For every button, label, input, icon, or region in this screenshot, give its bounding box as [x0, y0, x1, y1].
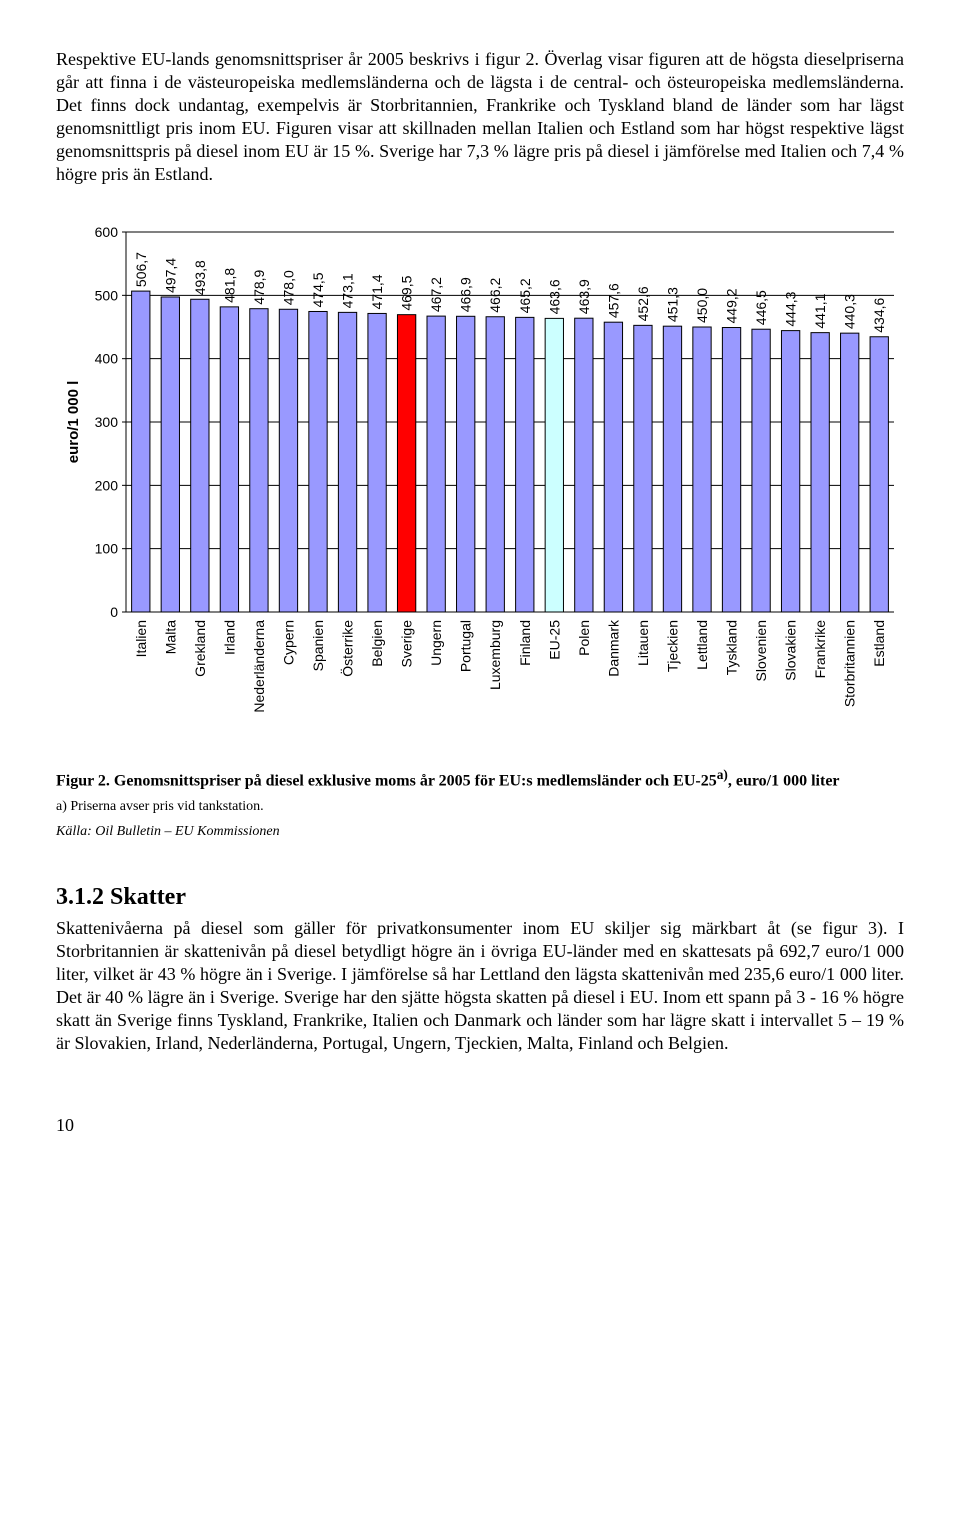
svg-text:463,6: 463,6	[546, 279, 562, 314]
figure-caption: Figur 2. Genomsnittspriser på diesel exk…	[56, 766, 904, 792]
svg-text:478,0: 478,0	[280, 270, 296, 305]
svg-text:Lettland: Lettland	[694, 620, 710, 670]
svg-text:434,6: 434,6	[871, 298, 887, 333]
svg-text:euro/1 000 l: euro/1 000 l	[65, 381, 82, 464]
svg-text:Grekland: Grekland	[192, 620, 208, 677]
svg-text:466,2: 466,2	[487, 278, 503, 313]
svg-text:300: 300	[95, 414, 119, 430]
svg-text:Danmark: Danmark	[605, 619, 621, 677]
svg-text:446,5: 446,5	[753, 290, 769, 325]
svg-text:457,6: 457,6	[605, 283, 621, 318]
svg-text:474,5: 474,5	[310, 272, 326, 307]
svg-text:Portugal: Portugal	[458, 620, 474, 672]
svg-text:Italien: Italien	[133, 620, 149, 657]
section-heading: 3.1.2 Skatter	[56, 884, 904, 911]
svg-text:600: 600	[95, 224, 119, 240]
svg-text:481,8: 481,8	[221, 268, 237, 303]
svg-text:Belgien: Belgien	[369, 620, 385, 667]
svg-text:Slovenien: Slovenien	[753, 620, 769, 682]
svg-text:449,2: 449,2	[724, 288, 740, 323]
svg-text:Litauen: Litauen	[635, 620, 651, 666]
figure-caption-sup: a)	[717, 767, 728, 782]
diesel-price-chart: 0 100 200 300 400 500 600 euro/1 000 l 506,7 Ital…	[56, 222, 904, 742]
svg-text:473,1: 473,1	[340, 273, 356, 308]
svg-text:200: 200	[95, 478, 119, 494]
svg-text:Estland: Estland	[871, 620, 887, 667]
svg-text:Malta: Malta	[162, 620, 178, 654]
svg-text:Ungern: Ungern	[428, 620, 444, 666]
footnote-source: Källa: Oil Bulletin – EU Kommissionen	[56, 823, 904, 842]
svg-text:Finland: Finland	[517, 620, 533, 666]
svg-text:440,3: 440,3	[842, 294, 858, 329]
svg-text:444,3: 444,3	[783, 292, 799, 327]
svg-text:469,5: 469,5	[399, 276, 415, 311]
svg-text:Slovakien: Slovakien	[783, 620, 799, 681]
svg-text:Polen: Polen	[576, 620, 592, 656]
svg-text:450,0: 450,0	[694, 288, 710, 323]
footnote-a: a) Priserna avser pris vid tankstation.	[56, 798, 904, 817]
svg-text:400: 400	[95, 351, 119, 367]
svg-text:100: 100	[95, 541, 119, 557]
svg-text:452,6: 452,6	[635, 286, 651, 321]
svg-text:463,9: 463,9	[576, 279, 592, 314]
svg-text:Spanien: Spanien	[310, 620, 326, 671]
svg-text:466,9: 466,9	[458, 277, 474, 312]
svg-text:Österrike: Österrike	[339, 620, 356, 677]
svg-text:EU-25: EU-25	[546, 620, 562, 660]
svg-text:Cypern: Cypern	[280, 620, 296, 665]
svg-text:500: 500	[95, 288, 119, 304]
svg-text:471,4: 471,4	[369, 274, 385, 309]
svg-text:467,2: 467,2	[428, 277, 444, 312]
svg-text:Frankrike: Frankrike	[812, 620, 828, 679]
svg-text:Irland: Irland	[221, 620, 237, 655]
svg-text:Tyskland: Tyskland	[724, 620, 740, 675]
svg-text:497,4: 497,4	[162, 258, 178, 293]
figure-caption-bold: Figur 2. Genomsnittspriser på diesel exk…	[56, 773, 717, 790]
svg-text:493,8: 493,8	[192, 260, 208, 295]
svg-text:Nederländerna: Nederländerna	[251, 620, 267, 713]
svg-text:451,3: 451,3	[664, 287, 680, 322]
intro-paragraph: Respektive EU-lands genomsnittspriser år…	[56, 48, 904, 186]
figure-caption-tail: , euro/1 000 liter	[728, 773, 840, 790]
svg-text:Sverige: Sverige	[399, 620, 415, 668]
svg-text:Storbritannien: Storbritannien	[842, 620, 858, 707]
svg-text:465,2: 465,2	[517, 278, 533, 313]
svg-text:506,7: 506,7	[133, 252, 149, 287]
body-paragraph: Skattenivåerna på diesel som gäller för …	[56, 917, 904, 1055]
svg-text:Luxemburg: Luxemburg	[487, 620, 503, 690]
svg-text:478,9: 478,9	[251, 270, 267, 305]
svg-text:441,1: 441,1	[812, 294, 828, 329]
page-number: 10	[56, 1115, 904, 1136]
svg-text:Tjeckien: Tjeckien	[664, 620, 680, 672]
svg-text:0: 0	[110, 604, 118, 620]
